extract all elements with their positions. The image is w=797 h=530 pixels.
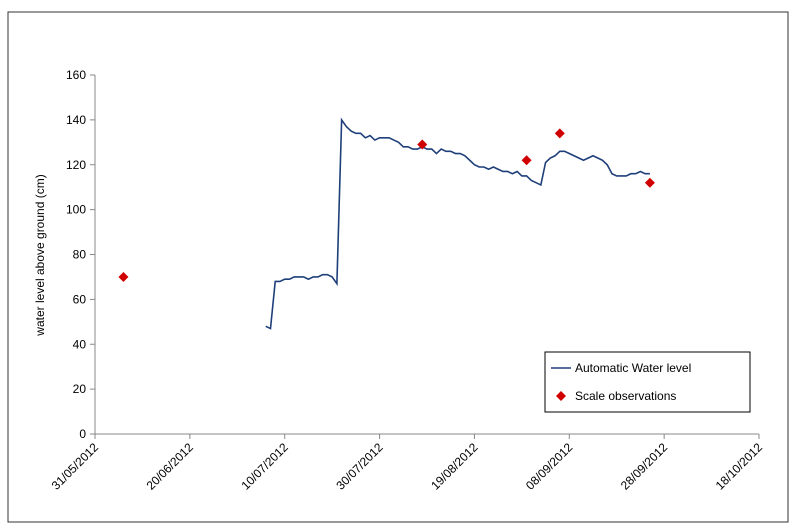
- y-tick-label: 60: [73, 292, 87, 306]
- y-tick-label: 0: [79, 427, 86, 441]
- observation-marker: [644, 177, 655, 188]
- y-tick-label: 140: [66, 113, 86, 127]
- legend-label: Scale observations: [575, 389, 676, 403]
- y-tick-label: 120: [66, 158, 86, 172]
- observation-marker: [521, 155, 532, 166]
- y-tick-label: 100: [66, 203, 86, 217]
- y-tick-label: 80: [73, 248, 87, 262]
- legend-swatch: [556, 391, 566, 401]
- y-tick-label: 40: [73, 337, 87, 351]
- legend-box: [544, 351, 751, 413]
- observation-marker: [554, 128, 565, 139]
- y-tick-label: 20: [73, 382, 87, 396]
- observation-marker: [417, 139, 428, 150]
- data-line: [265, 117, 650, 330]
- observation-marker: [118, 271, 129, 282]
- y-axis-label: water level above ground (cm): [33, 174, 47, 336]
- y-tick-label: 160: [66, 68, 86, 82]
- chart-frame: [7, 11, 789, 523]
- legend-label: Automatic Water level: [575, 361, 691, 375]
